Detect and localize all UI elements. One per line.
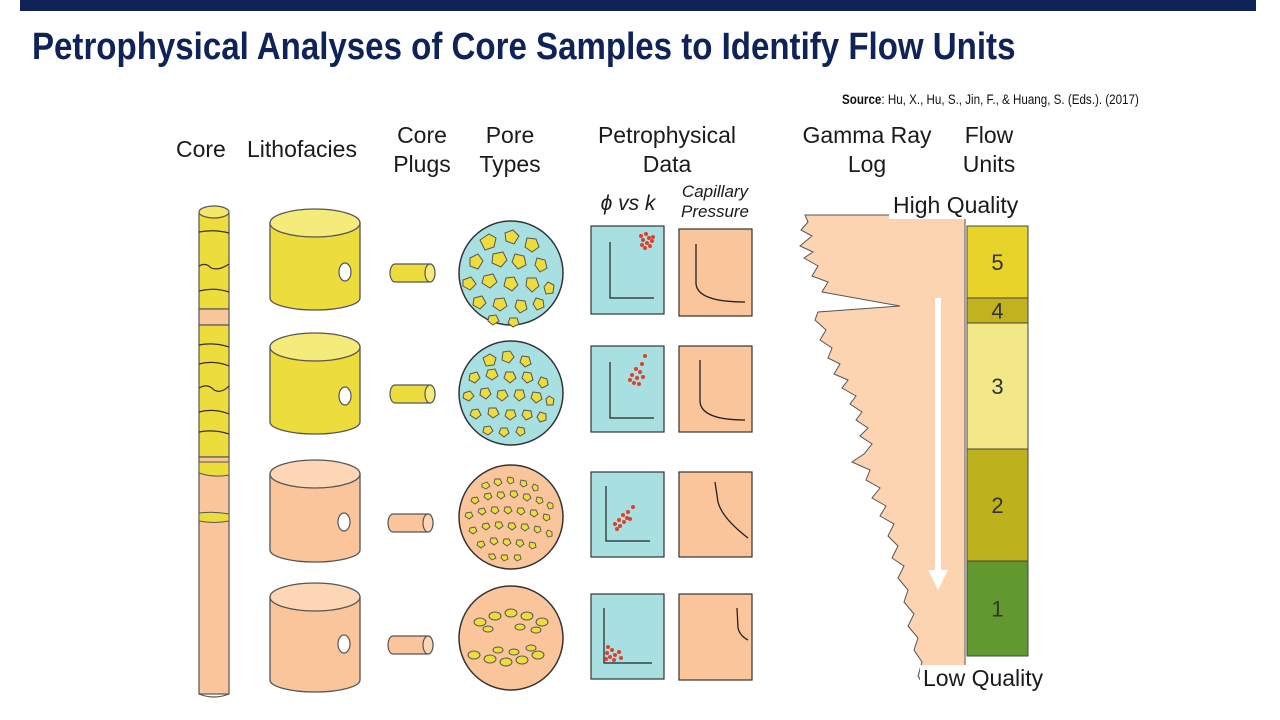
- flow-unit-number-2: 2: [991, 493, 1003, 518]
- capillary-pressure-plot-4: [678, 593, 753, 681]
- phi-k-plot-4: [590, 593, 665, 680]
- slide-title: Petrophysical Analyses of Core Samples t…: [32, 26, 1016, 68]
- flow-unit-number-3: 3: [991, 374, 1003, 399]
- source-text: : Hu, X., Hu, S., Jin, F., & Huang, S. (…: [881, 92, 1139, 107]
- phi-k-plot-3: [590, 471, 665, 558]
- col-header-pore-types: Pore Types: [472, 121, 548, 179]
- flow-unit-number-4: 4: [991, 299, 1003, 324]
- col-header-gamma-ray-log: Gamma Ray Log: [792, 121, 942, 179]
- core-column: [198, 205, 230, 698]
- pore-type-4: [458, 585, 564, 691]
- flow-units-column: 5 4 3 2 1: [966, 225, 1029, 657]
- high-quality-label: High Quality: [889, 192, 1023, 219]
- col-header-core-text: Core: [176, 136, 226, 162]
- pore-type-1: [458, 220, 564, 328]
- col-header-flow-units-line1: Flow: [964, 122, 1014, 148]
- phi-k-points-3: [613, 505, 635, 531]
- col-header-core-plugs: Core Plugs: [389, 121, 455, 179]
- phi-k-plot-2: [590, 345, 665, 433]
- capillary-pressure-label: Capillary Pressure: [668, 182, 762, 222]
- col-header-pore-types-line1: Pore: [485, 122, 535, 148]
- lithofacies-cylinder-4: [269, 582, 361, 693]
- quality-arrow-head: [928, 570, 948, 590]
- pore-type-3: [458, 464, 564, 570]
- flow-unit-band-3: [966, 322, 1029, 450]
- source-label: Source: [842, 92, 882, 107]
- col-header-flow-units: Flow Units: [954, 121, 1024, 179]
- col-header-core-plugs-line2: Plugs: [393, 151, 451, 177]
- flow-unit-band-5: [966, 225, 1029, 299]
- capillary-pressure-line1: Capillary: [681, 182, 749, 201]
- capillary-pressure-plot-3: [678, 471, 753, 558]
- col-header-gamma-line1: Gamma Ray: [802, 122, 932, 148]
- core-yellow-lens-2: [198, 511, 230, 523]
- core-plug-3: [387, 513, 434, 533]
- core-plug-4: [387, 635, 434, 655]
- capillary-pressure-plot-1: [678, 228, 753, 317]
- lithofacies-cylinder-3: [269, 459, 361, 563]
- col-header-core: Core: [176, 135, 226, 164]
- flow-unit-number-1: 1: [991, 597, 1003, 622]
- core-segment-middle-yellow: [198, 324, 230, 458]
- top-banner: [20, 0, 1256, 11]
- core-bottom: [198, 693, 230, 698]
- core-top: [198, 205, 230, 219]
- low-quality-label: Low Quality: [920, 665, 1047, 692]
- core-plug-1: [389, 263, 436, 283]
- flow-unit-number-5: 5: [991, 250, 1003, 275]
- col-header-pore-types-line2: Types: [479, 151, 541, 177]
- phi-k-points-4: [604, 645, 623, 662]
- phi-k-points-2: [628, 354, 647, 386]
- source-citation: Source: Hu, X., Hu, S., Jin, F., & Huang…: [842, 92, 1139, 107]
- capillary-pressure-line2: Pressure: [680, 202, 750, 221]
- core-bedding-lines: [198, 230, 230, 435]
- core-segment-orange-band: [198, 308, 230, 326]
- flow-unit-band-2: [966, 448, 1029, 562]
- phi-k-points-1: [639, 232, 655, 250]
- core-yellow-lens-1: [198, 461, 230, 477]
- phi-k-plot-1: [590, 225, 665, 315]
- core-segment-upper-yellow: [198, 213, 230, 310]
- col-header-flow-units-line2: Units: [962, 151, 1016, 177]
- capillary-pressure-plot-2: [678, 345, 753, 433]
- col-header-petrophysical-line2: Data: [642, 151, 692, 177]
- col-header-gamma-line2: Log: [847, 151, 887, 177]
- flow-unit-band-1: [966, 560, 1029, 657]
- lithofacies-cylinder-2: [269, 332, 361, 435]
- core-segment-lower-orange: [198, 456, 230, 695]
- core-plug-2: [389, 384, 436, 404]
- phi-vs-k-label: ϕ vs k: [600, 192, 656, 215]
- col-header-core-plugs-line1: Core: [397, 122, 447, 148]
- pore-type-2: [458, 340, 564, 446]
- lithofacies-cylinder-1: [269, 208, 361, 311]
- col-header-lithofacies-text: Lithofacies: [247, 136, 357, 162]
- col-header-lithofacies: Lithofacies: [247, 135, 357, 164]
- col-header-petrophysical-line1: Petrophysical: [597, 122, 737, 148]
- gamma-ray-log-curve: [799, 214, 966, 691]
- col-header-petrophysical-data: Petrophysical Data: [587, 121, 747, 179]
